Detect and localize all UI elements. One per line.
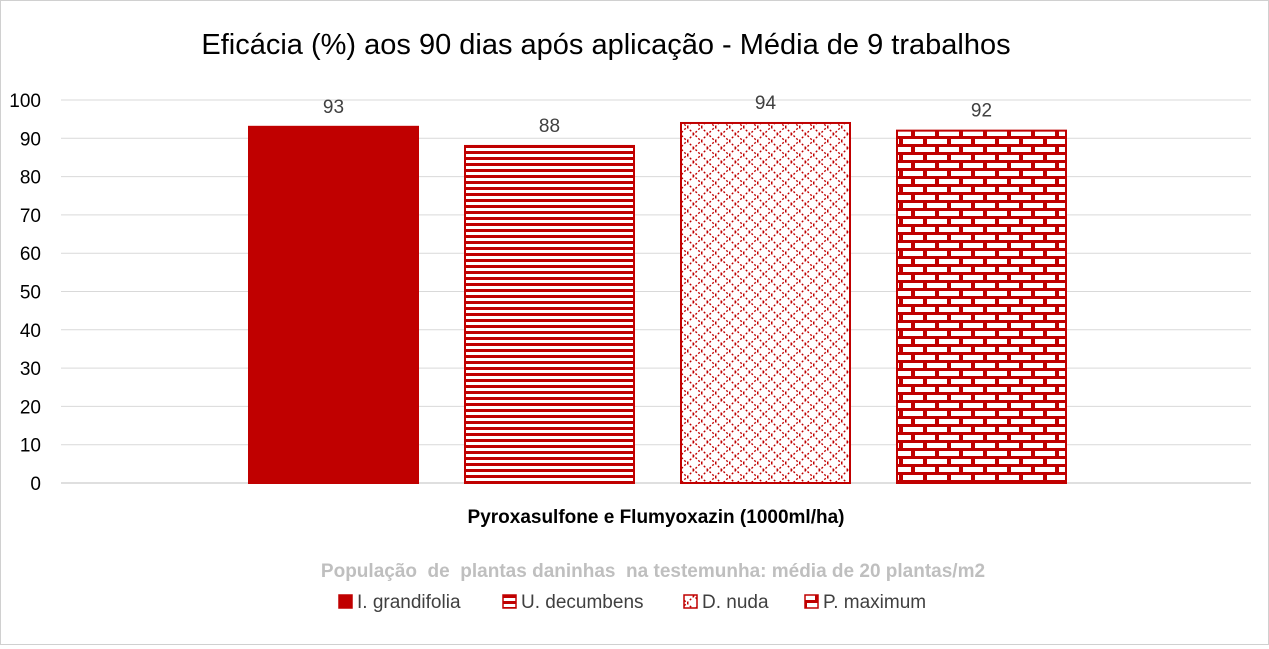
data-labels: 93 88 94 92 — [323, 93, 992, 137]
gridlines — [61, 99, 1251, 484]
legend-swatch — [338, 594, 353, 609]
legend-swatch — [502, 594, 517, 609]
chart-title: Eficácia (%) aos 90 dias após aplicação … — [201, 29, 1010, 61]
data-label: 88 — [539, 116, 560, 137]
bar-d-nuda — [680, 121, 851, 484]
x-axis-title: Pyroxasulfone e Flumyoxazin (1000ml/ha) — [468, 507, 845, 528]
y-tick-label: 30 — [20, 359, 41, 380]
data-label: 93 — [323, 97, 344, 118]
legend-label: D. nuda — [702, 592, 769, 613]
data-label: 94 — [755, 93, 777, 114]
y-tick-label: 80 — [20, 168, 41, 189]
legend: I. grandifolia U. decumbens D. nuda P. maxi… — [338, 592, 926, 613]
y-axis: 0 10 20 30 40 50 60 70 80 90 100 — [9, 91, 41, 495]
data-label: 92 — [971, 101, 992, 122]
bar-i-grandifolia — [248, 125, 419, 484]
y-tick-label: 60 — [20, 244, 41, 265]
legend-label: P. maximum — [823, 592, 926, 613]
y-tick-label: 20 — [20, 397, 41, 418]
bar-u-decumbens — [464, 144, 635, 485]
bar-p-maximum — [896, 129, 1067, 484]
y-tick-label: 90 — [20, 129, 41, 150]
legend-swatch — [683, 594, 698, 609]
legend-swatch — [804, 594, 819, 609]
bars — [248, 121, 1067, 485]
chart-subtitle: População de plantas daninhas na testemu… — [321, 561, 985, 582]
y-tick-label: 50 — [20, 283, 41, 304]
legend-label: I. grandifolia — [357, 592, 461, 613]
legend-label: U. decumbens — [521, 592, 644, 613]
y-tick-label: 100 — [9, 91, 41, 112]
y-tick-label: 0 — [30, 474, 41, 495]
y-tick-label: 70 — [20, 206, 41, 227]
y-tick-label: 10 — [20, 436, 41, 457]
y-tick-label: 40 — [20, 321, 41, 342]
